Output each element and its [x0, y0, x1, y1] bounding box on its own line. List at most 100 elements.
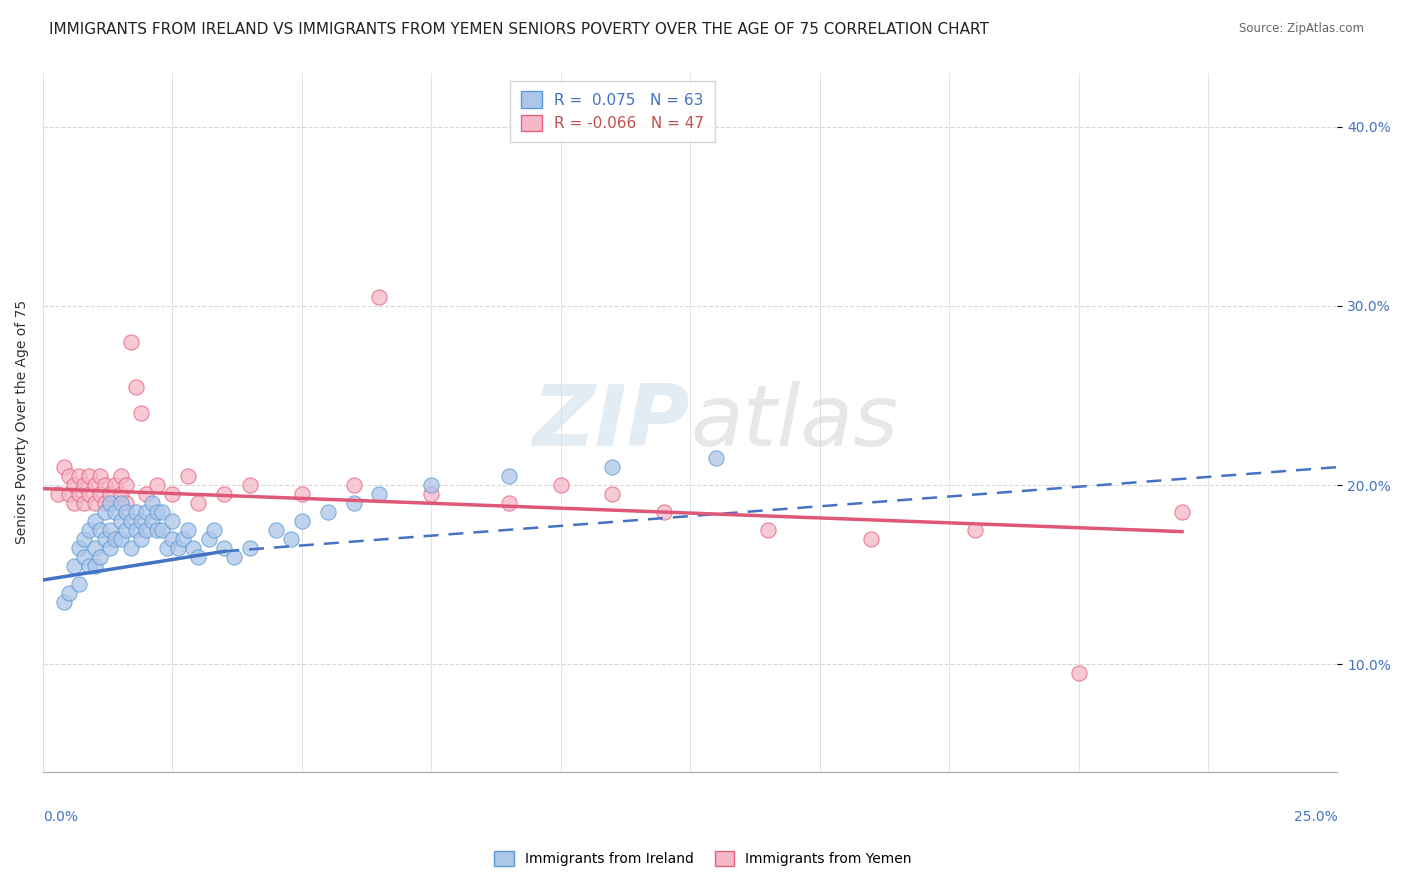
Point — [104, 505, 127, 519]
Point — [67, 576, 90, 591]
Point — [94, 478, 117, 492]
Point — [704, 451, 727, 466]
Point — [141, 496, 163, 510]
Point — [98, 541, 121, 555]
Point — [120, 514, 142, 528]
Point — [89, 469, 111, 483]
Point — [79, 469, 101, 483]
Point — [98, 523, 121, 537]
Point — [83, 558, 105, 573]
Point — [141, 514, 163, 528]
Point — [79, 558, 101, 573]
Point — [79, 523, 101, 537]
Point — [73, 478, 96, 492]
Point — [420, 487, 443, 501]
Point — [94, 505, 117, 519]
Point — [114, 496, 136, 510]
Point — [368, 290, 391, 304]
Point — [110, 487, 132, 501]
Point — [83, 541, 105, 555]
Text: ZIP: ZIP — [533, 381, 690, 464]
Point — [498, 469, 520, 483]
Point — [963, 523, 986, 537]
Point — [172, 532, 194, 546]
Point — [67, 469, 90, 483]
Point — [58, 469, 80, 483]
Point — [212, 487, 235, 501]
Point — [135, 487, 157, 501]
Point — [73, 496, 96, 510]
Point — [224, 549, 246, 564]
Point — [73, 532, 96, 546]
Point — [125, 505, 148, 519]
Point — [83, 514, 105, 528]
Point — [67, 487, 90, 501]
Point — [146, 505, 169, 519]
Point — [162, 514, 184, 528]
Point — [166, 541, 188, 555]
Point — [150, 505, 173, 519]
Point — [498, 496, 520, 510]
Point — [135, 523, 157, 537]
Legend: R =  0.075   N = 63, R = -0.066   N = 47: R = 0.075 N = 63, R = -0.066 N = 47 — [510, 80, 716, 142]
Point — [146, 478, 169, 492]
Point — [52, 460, 75, 475]
Point — [48, 487, 70, 501]
Point — [187, 549, 209, 564]
Point — [602, 460, 624, 475]
Point — [202, 523, 225, 537]
Point — [162, 532, 184, 546]
Point — [181, 541, 204, 555]
Text: atlas: atlas — [690, 381, 898, 464]
Point — [156, 541, 179, 555]
Point — [239, 541, 262, 555]
Text: IMMIGRANTS FROM IRELAND VS IMMIGRANTS FROM YEMEN SENIORS POVERTY OVER THE AGE OF: IMMIGRANTS FROM IRELAND VS IMMIGRANTS FR… — [49, 22, 988, 37]
Point — [291, 514, 314, 528]
Point — [79, 487, 101, 501]
Point — [110, 514, 132, 528]
Point — [1171, 505, 1194, 519]
Point — [652, 505, 675, 519]
Point — [67, 541, 90, 555]
Point — [73, 549, 96, 564]
Point — [177, 469, 200, 483]
Point — [177, 523, 200, 537]
Point — [150, 523, 173, 537]
Point — [342, 478, 364, 492]
Point — [264, 523, 287, 537]
Point — [63, 496, 86, 510]
Point — [89, 549, 111, 564]
Point — [420, 478, 443, 492]
Point — [114, 505, 136, 519]
Point — [162, 487, 184, 501]
Point — [125, 523, 148, 537]
Legend: Immigrants from Ireland, Immigrants from Yemen: Immigrants from Ireland, Immigrants from… — [489, 846, 917, 871]
Point — [94, 532, 117, 546]
Point — [368, 487, 391, 501]
Text: 0.0%: 0.0% — [44, 810, 77, 824]
Point — [291, 487, 314, 501]
Y-axis label: Seniors Poverty Over the Age of 75: Seniors Poverty Over the Age of 75 — [15, 301, 30, 544]
Point — [125, 379, 148, 393]
Point — [83, 496, 105, 510]
Point — [239, 478, 262, 492]
Point — [187, 496, 209, 510]
Point — [146, 523, 169, 537]
Point — [94, 496, 117, 510]
Point — [197, 532, 219, 546]
Point — [89, 487, 111, 501]
Point — [89, 523, 111, 537]
Text: 25.0%: 25.0% — [1294, 810, 1337, 824]
Point — [52, 594, 75, 608]
Point — [135, 505, 157, 519]
Point — [110, 469, 132, 483]
Point — [110, 532, 132, 546]
Point — [550, 478, 572, 492]
Point — [280, 532, 302, 546]
Text: Source: ZipAtlas.com: Source: ZipAtlas.com — [1239, 22, 1364, 36]
Point — [104, 532, 127, 546]
Point — [860, 532, 883, 546]
Point — [63, 558, 86, 573]
Point — [114, 523, 136, 537]
Point — [120, 334, 142, 349]
